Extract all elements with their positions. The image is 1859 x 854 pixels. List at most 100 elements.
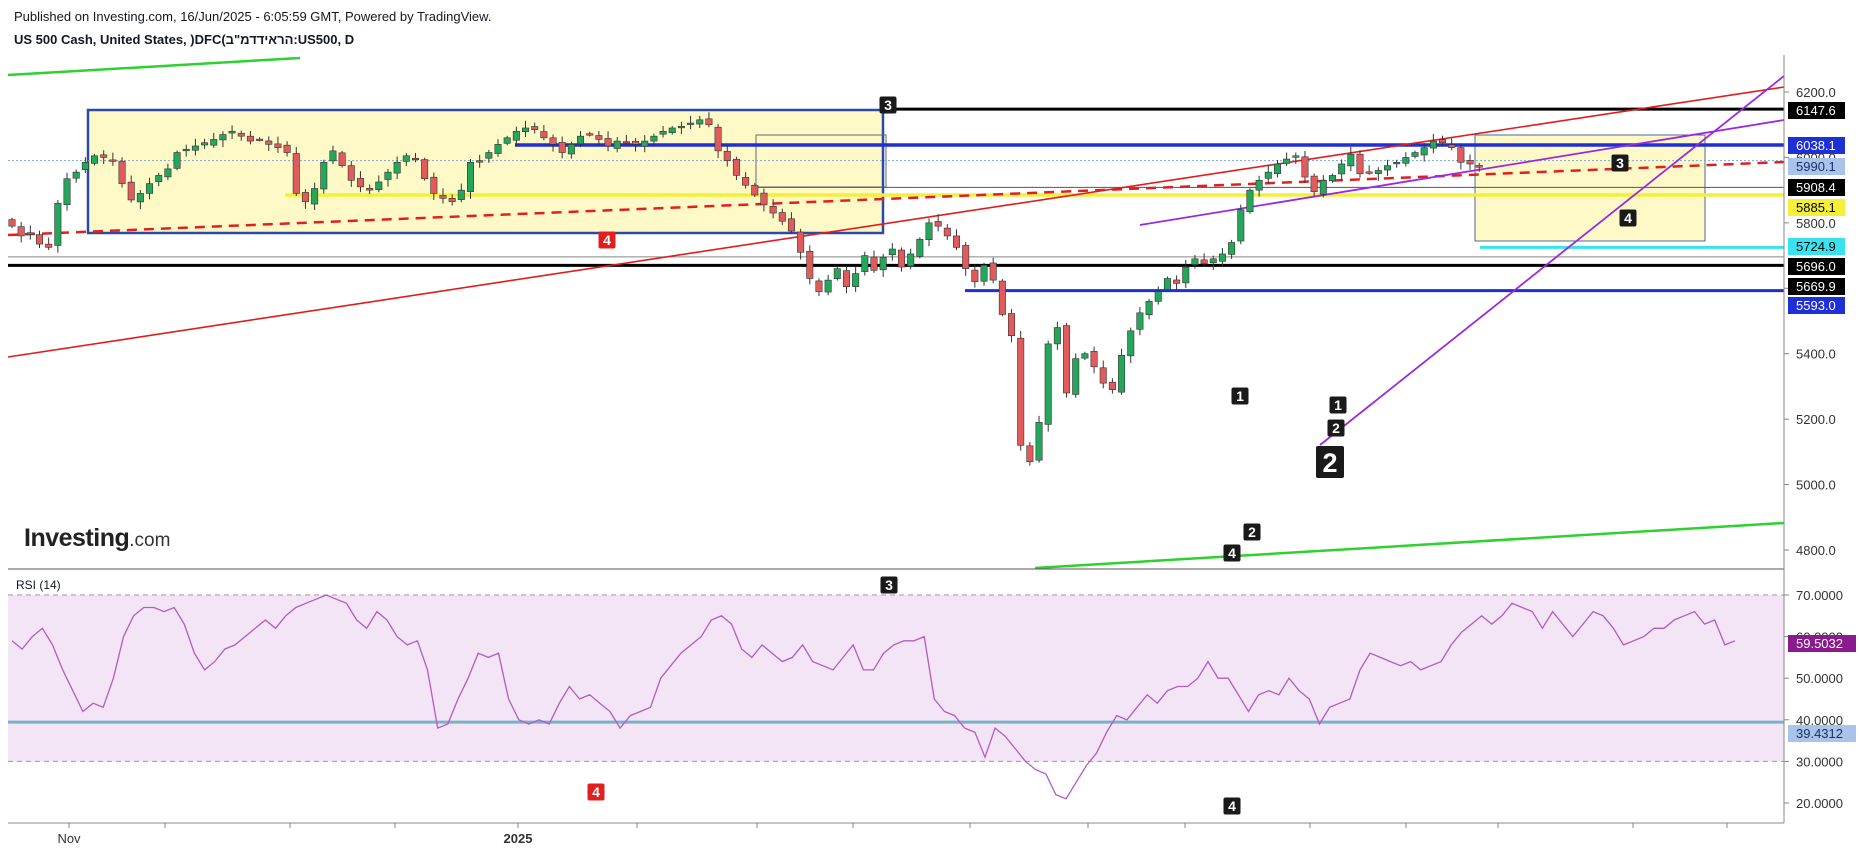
candle[interactable]: [476, 154, 484, 168]
candle[interactable]: [485, 149, 493, 163]
candle[interactable]: [567, 141, 575, 159]
candle[interactable]: [861, 251, 869, 276]
candle[interactable]: [1136, 306, 1144, 336]
candle[interactable]: [641, 135, 649, 153]
candle[interactable]: [732, 156, 740, 181]
candle[interactable]: [1356, 150, 1364, 178]
candle[interactable]: [760, 188, 768, 212]
candle[interactable]: [219, 131, 227, 148]
candle[interactable]: [1411, 150, 1419, 159]
candle[interactable]: [201, 138, 209, 149]
candle[interactable]: [1466, 154, 1474, 170]
candle[interactable]: [668, 126, 676, 135]
candle[interactable]: [787, 212, 795, 234]
candle[interactable]: [870, 250, 878, 273]
candle[interactable]: [1026, 441, 1034, 466]
candle[interactable]: [1310, 173, 1318, 197]
candle[interactable]: [1173, 275, 1181, 290]
candle[interactable]: [1017, 330, 1025, 451]
candle[interactable]: [1081, 351, 1089, 361]
candle[interactable]: [1228, 239, 1236, 260]
candle[interactable]: [1118, 348, 1126, 395]
candle[interactable]: [237, 130, 245, 141]
candle[interactable]: [971, 264, 979, 288]
candle[interactable]: [540, 125, 548, 141]
candle[interactable]: [998, 279, 1006, 317]
candle[interactable]: [411, 153, 419, 163]
candle[interactable]: [943, 224, 951, 240]
candle[interactable]: [320, 159, 328, 194]
candle[interactable]: [696, 115, 704, 128]
candle[interactable]: [127, 175, 135, 203]
candle[interactable]: [604, 131, 612, 152]
candle[interactable]: [63, 172, 71, 211]
candle[interactable]: [347, 161, 355, 187]
candle[interactable]: [769, 199, 777, 219]
candle[interactable]: [356, 171, 364, 193]
candle[interactable]: [659, 126, 667, 138]
candle[interactable]: [751, 183, 759, 198]
candle[interactable]: [173, 150, 181, 171]
candle[interactable]: [953, 229, 961, 251]
candle[interactable]: [265, 136, 273, 151]
candle[interactable]: [897, 247, 905, 272]
candle[interactable]: [17, 222, 25, 243]
candle[interactable]: [613, 137, 621, 153]
candle[interactable]: [1255, 175, 1263, 197]
candle[interactable]: [962, 242, 970, 276]
candle[interactable]: [558, 136, 566, 159]
candle[interactable]: [632, 137, 640, 152]
candle[interactable]: [292, 146, 300, 197]
candle[interactable]: [191, 138, 199, 156]
candle[interactable]: [925, 218, 933, 247]
candle[interactable]: [1393, 159, 1401, 168]
candle[interactable]: [852, 266, 860, 292]
candle[interactable]: [1292, 152, 1300, 164]
candle[interactable]: [457, 183, 465, 203]
candle[interactable]: [1448, 138, 1456, 151]
candle[interactable]: [907, 248, 915, 270]
candle[interactable]: [1347, 146, 1355, 172]
candle[interactable]: [274, 136, 282, 153]
candle[interactable]: [384, 168, 392, 187]
candle[interactable]: [1163, 276, 1171, 292]
candle[interactable]: [146, 177, 154, 200]
candle[interactable]: [1218, 248, 1226, 268]
candle[interactable]: [595, 130, 603, 146]
candle[interactable]: [577, 130, 585, 148]
candle[interactable]: [118, 157, 126, 188]
candle[interactable]: [1145, 298, 1153, 320]
candle[interactable]: [742, 172, 750, 189]
candle[interactable]: [182, 144, 190, 157]
candle[interactable]: [54, 199, 62, 253]
candle[interactable]: [1374, 167, 1382, 181]
candle[interactable]: [1209, 255, 1217, 270]
candle[interactable]: [714, 123, 722, 159]
candle[interactable]: [797, 228, 805, 260]
candle[interactable]: [283, 141, 291, 157]
candle[interactable]: [1475, 162, 1483, 172]
candle[interactable]: [301, 189, 309, 209]
candle[interactable]: [1237, 204, 1245, 245]
candle[interactable]: [466, 159, 474, 199]
candle[interactable]: [1063, 322, 1071, 398]
candle[interactable]: [916, 237, 924, 259]
candle[interactable]: [136, 190, 144, 210]
candle[interactable]: [72, 169, 80, 183]
candle[interactable]: [806, 245, 814, 285]
candle[interactable]: [1402, 152, 1410, 167]
candle[interactable]: [1127, 327, 1135, 364]
candle[interactable]: [91, 153, 99, 166]
candle[interactable]: [402, 153, 410, 166]
candle[interactable]: [1301, 150, 1309, 183]
candle[interactable]: [109, 152, 117, 166]
candle[interactable]: [311, 182, 319, 210]
candle[interactable]: [45, 237, 53, 251]
candle[interactable]: [228, 125, 236, 139]
candle[interactable]: [531, 122, 539, 134]
candle[interactable]: [1099, 360, 1107, 389]
candle[interactable]: [1457, 144, 1465, 170]
candle[interactable]: [586, 131, 594, 137]
candle[interactable]: [1191, 254, 1199, 269]
candle[interactable]: [705, 112, 713, 128]
